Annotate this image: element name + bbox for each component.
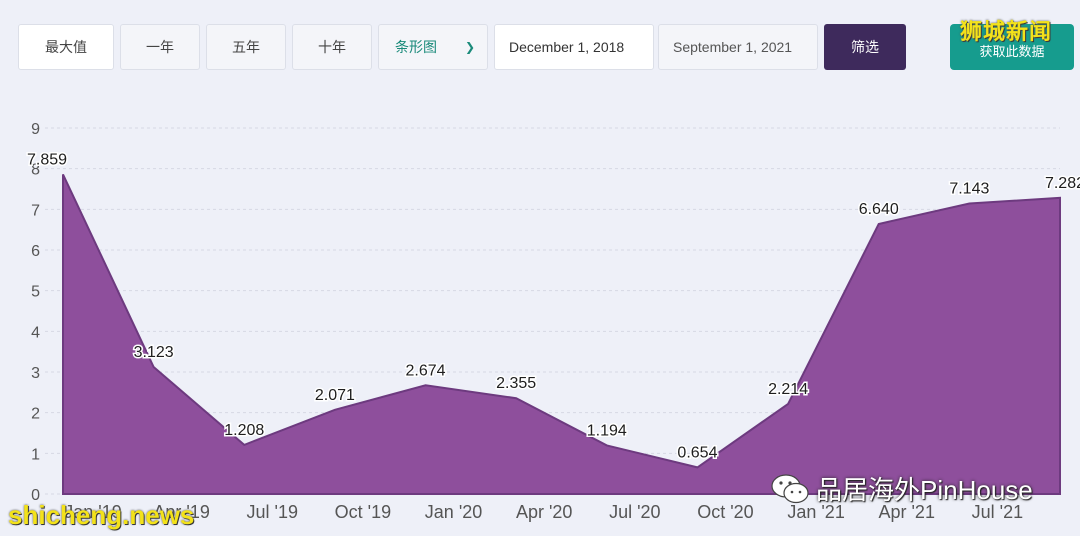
data-label: 0.654 [677,444,717,461]
watermark-bottom-right: 品居海外PinHouse [770,470,1033,507]
end-date-input[interactable]: September 1, 2021 [658,24,818,70]
y-tick-label: 0 [31,487,40,504]
chart-type-value: 条形图 [395,39,437,55]
one-year-button[interactable]: 一年 [120,24,200,70]
data-label: 7.143 [949,181,989,198]
chart-type-select[interactable]: 条形图 ❯ [378,24,488,70]
data-label: 1.194 [587,422,627,439]
y-tick-label: 3 [31,365,40,382]
data-label: 2.674 [406,362,446,379]
watermark-bottom-left: shicheng.news [8,500,195,530]
x-tick-label: Oct '19 [335,502,391,522]
data-label: 6.640 [859,201,899,218]
y-axis-ticks: 0 1 2 3 4 5 6 7 8 9 [31,121,40,504]
data-label: 2.214 [768,381,808,398]
x-tick-label: Apr '20 [516,502,572,522]
y-tick-label: 9 [31,121,40,138]
area-series [62,173,1061,495]
y-tick-label: 4 [31,324,40,341]
ten-year-button[interactable]: 十年 [292,24,372,70]
x-tick-label: Apr '19 [153,502,209,522]
data-label: 1.208 [224,422,264,439]
data-labels: 7.859 3.123 1.208 2.071 2.674 2.355 1.194 0.654… [26,150,1080,463]
data-label: 7.859 [27,151,67,168]
data-label: 3.123 [134,344,174,361]
five-year-button[interactable]: 五年 [206,24,286,70]
data-label: 2.355 [496,375,536,392]
watermark-top-right: 狮城新闻 [960,19,1053,44]
x-tick-label: Jan '19 [64,502,121,522]
data-label: 7.282 [1045,175,1080,192]
y-tick-label: 2 [31,406,40,423]
x-tick-label: Jul '20 [609,502,660,522]
x-tick-label: Jan '21 [787,502,844,522]
x-tick-label: Jul '19 [247,502,298,522]
watermark-text: 品居海外PinHouse [816,475,1033,505]
filter-button[interactable]: 筛选 [824,24,906,70]
data-label: 2.071 [315,387,355,404]
wechat-icon [771,473,809,503]
fetch-data-button[interactable]: 获取此数据 [950,24,1074,70]
x-tick-label: Jan '20 [425,502,482,522]
x-tick-label: Apr '21 [878,502,934,522]
start-date-input[interactable]: December 1, 2018 [494,24,654,70]
y-tick-label: 6 [31,243,40,260]
x-tick-label: Jul '21 [972,502,1023,522]
y-tick-label: 1 [31,446,40,463]
chevron-down-icon: ❯ [464,40,475,54]
max-range-button[interactable]: 最大值 [18,24,114,70]
y-tick-label: 8 [31,162,40,179]
y-tick-label: 7 [31,202,40,219]
x-axis-ticks: Jan '19 Apr '19 Jul '19 Oct '19 Jan '20 Apr '… [64,502,1023,522]
y-tick-label: 5 [31,284,40,301]
x-tick-label: Oct '20 [697,502,753,522]
